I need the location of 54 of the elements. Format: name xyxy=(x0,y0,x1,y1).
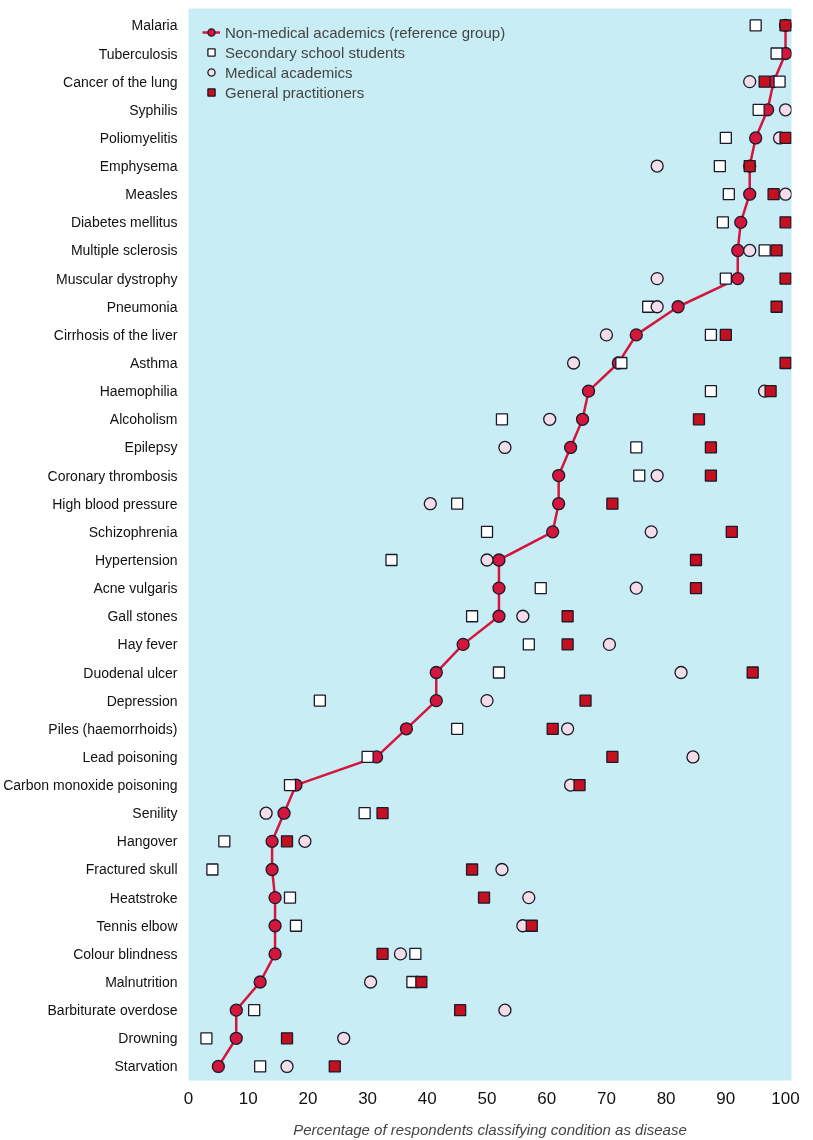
y-tick-label: Asthma xyxy=(130,355,178,372)
y-tick-label: Lead poisoning xyxy=(82,748,178,765)
y-tick-label: Senility xyxy=(132,805,178,822)
x-tick-label: 100 xyxy=(771,1088,800,1108)
y-tick-label: Hangover xyxy=(116,833,178,850)
x-axis-title: Percentage of respondents classifying condition as disease xyxy=(293,1120,687,1138)
x-tick-label: 90 xyxy=(716,1088,736,1108)
y-tick-label: Malnutrition xyxy=(105,974,178,991)
x-tick-label: 70 xyxy=(596,1088,616,1108)
x-tick-label: 0 xyxy=(183,1088,194,1108)
y-tick-label: Emphysema xyxy=(99,158,178,175)
y-tick-label: Tuberculosis xyxy=(98,45,178,62)
y-tick-label: Fractured skull xyxy=(85,861,178,878)
x-tick-label: 40 xyxy=(417,1088,437,1108)
y-tick-label: Pneumonia xyxy=(106,298,178,315)
y-tick-label: Colour blindness xyxy=(73,945,178,962)
y-tick-label: Schizophrenia xyxy=(88,523,178,540)
y-tick-label: Malaria xyxy=(131,17,178,34)
x-tick-label: 60 xyxy=(537,1088,557,1108)
y-tick-label: Multiple sclerosis xyxy=(70,242,178,259)
y-tick-label: Gall stones xyxy=(107,608,178,625)
legend-label: Non-medical academics (reference group) xyxy=(225,23,506,41)
y-tick-label: Cirrhosis of the liver xyxy=(53,326,178,343)
y-tick-label: Depression xyxy=(106,692,178,709)
y-tick-label: Piles (haemorrhoids) xyxy=(48,720,178,737)
y-tick-label: Syphilis xyxy=(129,101,178,118)
y-tick-label: Epilepsy xyxy=(124,439,178,456)
y-tick-label: Measles xyxy=(125,186,178,203)
y-tick-label: Starvation xyxy=(114,1058,178,1075)
y-tick-label: Tennis elbow xyxy=(96,917,179,934)
y-tick-label: High blood pressure xyxy=(52,495,178,512)
x-tick-label: 20 xyxy=(298,1088,318,1108)
legend-label: Secondary school students xyxy=(225,43,406,61)
legend-label: General practitioners xyxy=(225,83,365,101)
y-tick-label: Hypertension xyxy=(95,551,178,568)
y-tick-label: Barbiturate overdose xyxy=(47,1002,178,1019)
y-tick-label: Alcoholism xyxy=(109,411,178,428)
y-tick-label: Drowning xyxy=(118,1030,178,1047)
y-tick-label: Coronary thrombosis xyxy=(47,467,178,484)
legend-label: Medical academics xyxy=(225,63,353,81)
y-tick-label: Heatstroke xyxy=(109,889,178,906)
x-tick-label: 30 xyxy=(358,1088,378,1108)
x-tick-label: 10 xyxy=(238,1088,258,1108)
y-tick-label: Duodenal ulcer xyxy=(83,664,178,681)
y-tick-label: Poliomyelitis xyxy=(99,129,178,146)
x-tick-label: 80 xyxy=(656,1088,676,1108)
y-tick-label: Acne vulgaris xyxy=(93,580,178,597)
y-tick-label: Hay fever xyxy=(117,636,178,653)
y-tick-label: Diabetes mellitus xyxy=(70,214,178,231)
y-tick-label: Muscular dystrophy xyxy=(56,270,178,287)
y-tick-label: Carbon monoxide poisoning xyxy=(3,777,178,794)
y-tick-label: Haemophilia xyxy=(99,383,178,400)
x-tick-label: 50 xyxy=(477,1088,497,1108)
y-tick-label: Cancer of the lung xyxy=(63,73,178,90)
